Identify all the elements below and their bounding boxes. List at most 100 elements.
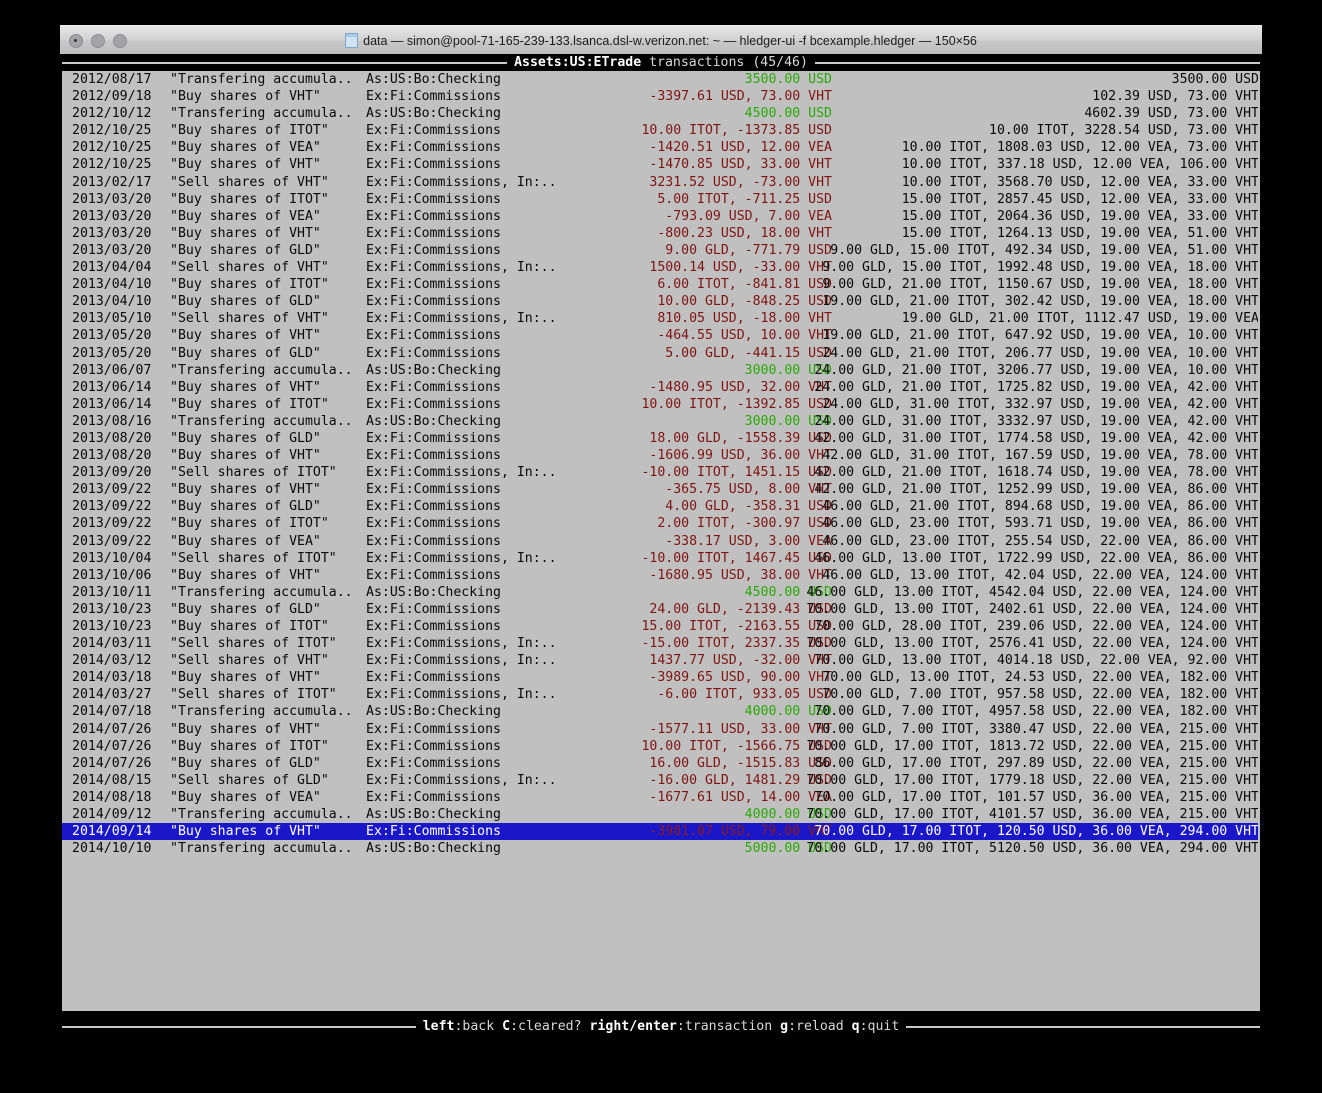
row-date: 2012/10/25 bbox=[72, 157, 152, 173]
row-date: 2014/03/12 bbox=[72, 653, 152, 669]
table-row[interactable]: 2013/10/23 "Buy shares of GLD" Ex:Fi:Commi… bbox=[62, 601, 1260, 618]
keybinding-separator: : bbox=[454, 1018, 463, 1034]
row-amount: 10.00 ITOT, -1566.75 USD bbox=[641, 738, 832, 754]
table-row[interactable]: 2013/04/10 "Buy shares of GLD" Ex:Fi:Commi… bbox=[62, 293, 1260, 310]
table-row[interactable]: 2012/10/12 "Transfering accumula.. As:US:B… bbox=[62, 105, 1260, 122]
transaction-list[interactable]: 2012/08/17 "Transfering accumula.. As:US:B… bbox=[62, 71, 1260, 1011]
table-row[interactable]: 2013/03/20 "Buy shares of ITOT" Ex:Fi:Comm… bbox=[62, 191, 1260, 208]
row-date: 2013/10/04 bbox=[72, 550, 152, 566]
table-row[interactable]: 2014/07/26 "Buy shares of VHT" Ex:Fi:Commi… bbox=[62, 721, 1260, 738]
zoom-button[interactable] bbox=[113, 33, 127, 48]
row-account: Ex:Fi:Commissions bbox=[366, 225, 501, 241]
row-account: As:US:Bo:Checking bbox=[366, 841, 501, 857]
table-row[interactable]: 2013/05/10 "Sell shares of VHT" Ex:Fi:Comm… bbox=[62, 310, 1260, 327]
table-row[interactable]: 2014/03/27 "Sell shares of ITOT" Ex:Fi:Com… bbox=[62, 686, 1260, 703]
row-amount: -1577.11 USD, 33.00 VHT bbox=[649, 721, 832, 737]
table-row[interactable]: 2013/09/22 "Buy shares of GLD" Ex:Fi:Commi… bbox=[62, 498, 1260, 515]
table-row[interactable]: 2014/03/11 "Sell shares of ITOT" Ex:Fi:Com… bbox=[62, 635, 1260, 652]
table-row[interactable]: 2013/08/20 "Buy shares of VHT" Ex:Fi:Commi… bbox=[62, 447, 1260, 464]
row-balance: 46.00 GLD, 13.00 ITOT, 1722.99 USD, 22.0… bbox=[814, 550, 1259, 566]
table-row[interactable]: 2013/09/20 "Sell shares of ITOT" Ex:Fi:Com… bbox=[62, 464, 1260, 481]
keybinding-key[interactable]: g bbox=[780, 1018, 789, 1034]
keybinding-key[interactable]: left bbox=[422, 1018, 455, 1034]
table-row[interactable]: 2013/09/22 "Buy shares of VEA" Ex:Fi:Commi… bbox=[62, 533, 1260, 550]
table-row[interactable]: 2013/04/04 "Sell shares of VHT" Ex:Fi:Comm… bbox=[62, 259, 1260, 276]
table-row[interactable]: 2013/02/17 "Sell shares of VHT" Ex:Fi:Comm… bbox=[62, 174, 1260, 191]
row-amount: -1420.51 USD, 12.00 VEA bbox=[649, 140, 832, 156]
table-row[interactable]: 2013/04/10 "Buy shares of ITOT" Ex:Fi:Comm… bbox=[62, 276, 1260, 293]
row-date: 2013/03/20 bbox=[72, 208, 152, 224]
table-row[interactable]: 2013/06/07 "Transfering accumula.. As:US:B… bbox=[62, 362, 1260, 379]
row-balance: 70.00 GLD, 13.00 ITOT, 2402.61 USD, 22.0… bbox=[806, 601, 1259, 617]
keybinding-separator: : bbox=[788, 1018, 797, 1034]
row-balance: 70.00 GLD, 17.00 ITOT, 5120.50 USD, 36.0… bbox=[806, 841, 1259, 857]
close-button[interactable] bbox=[69, 33, 83, 48]
table-row[interactable]: 2013/06/14 "Buy shares of ITOT" Ex:Fi:Comm… bbox=[62, 396, 1260, 413]
row-description: "Buy shares of VHT" bbox=[170, 448, 321, 464]
keybinding-space bbox=[844, 1019, 852, 1034]
keybinding-key[interactable]: right/enter bbox=[589, 1018, 677, 1034]
table-row[interactable]: 2013/05/20 "Buy shares of VHT" Ex:Fi:Commi… bbox=[62, 327, 1260, 344]
row-balance: 24.00 GLD, 31.00 ITOT, 332.97 USD, 19.00… bbox=[822, 396, 1259, 412]
row-balance: 70.00 GLD, 7.00 ITOT, 4957.58 USD, 22.00… bbox=[814, 704, 1259, 720]
row-account: Ex:Fi:Commissions bbox=[366, 379, 501, 395]
row-description: "Transfering accumula.. bbox=[170, 106, 353, 122]
table-row[interactable]: 2013/03/20 "Buy shares of VEA" Ex:Fi:Commi… bbox=[62, 208, 1260, 225]
table-row[interactable]: 2013/05/20 "Buy shares of GLD" Ex:Fi:Commi… bbox=[62, 345, 1260, 362]
table-row[interactable]: 2012/10/25 "Buy shares of VEA" Ex:Fi:Commi… bbox=[62, 139, 1260, 156]
row-account: Ex:Fi:Commissions bbox=[366, 191, 501, 207]
table-row[interactable]: 2014/09/14 "Buy shares of VHT" Ex:Fi:Commi… bbox=[62, 823, 1260, 841]
table-row[interactable]: 2012/10/25 "Buy shares of ITOT" Ex:Fi:Comm… bbox=[62, 122, 1260, 139]
row-account: Ex:Fi:Commissions bbox=[366, 533, 501, 549]
row-date: 2013/09/20 bbox=[72, 465, 152, 481]
table-row[interactable]: 2013/10/23 "Buy shares of ITOT" Ex:Fi:Comm… bbox=[62, 618, 1260, 635]
row-account: Ex:Fi:Commissions, In:.. bbox=[366, 311, 557, 327]
table-row[interactable]: 2014/10/10 "Transfering accumula.. As:US:B… bbox=[62, 840, 1260, 857]
table-row[interactable]: 2013/03/20 "Buy shares of VHT" Ex:Fi:Commi… bbox=[62, 225, 1260, 242]
table-row[interactable]: 2014/08/18 "Buy shares of VEA" Ex:Fi:Commi… bbox=[62, 789, 1260, 806]
table-row[interactable]: 2013/08/20 "Buy shares of GLD" Ex:Fi:Commi… bbox=[62, 430, 1260, 447]
header-rule-right bbox=[814, 61, 1260, 64]
table-row[interactable]: 2014/07/18 "Transfering accumula.. As:US:B… bbox=[62, 703, 1260, 720]
row-balance: 46.00 GLD, 21.00 ITOT, 894.68 USD, 19.00… bbox=[822, 499, 1259, 515]
table-row[interactable]: 2014/03/18 "Buy shares of VHT" Ex:Fi:Commi… bbox=[62, 669, 1260, 686]
row-amount: 1437.77 USD, -32.00 VHT bbox=[649, 653, 832, 669]
table-row[interactable]: 2014/07/26 "Buy shares of GLD" Ex:Fi:Commi… bbox=[62, 755, 1260, 772]
row-account: Ex:Fi:Commissions, In:.. bbox=[366, 636, 557, 652]
minimize-button[interactable] bbox=[91, 33, 105, 48]
table-row[interactable]: 2013/09/22 "Buy shares of VHT" Ex:Fi:Commi… bbox=[62, 481, 1260, 498]
table-row[interactable]: 2013/10/11 "Transfering accumula.. As:US:B… bbox=[62, 584, 1260, 601]
table-row[interactable]: 2013/03/20 "Buy shares of GLD" Ex:Fi:Commi… bbox=[62, 242, 1260, 259]
row-description: "Buy shares of VHT" bbox=[170, 379, 321, 395]
table-row[interactable]: 2014/08/15 "Sell shares of GLD" Ex:Fi:Comm… bbox=[62, 772, 1260, 789]
keybinding-key[interactable]: C bbox=[502, 1018, 511, 1034]
scroll-gutter[interactable] bbox=[1258, 71, 1260, 1011]
table-row[interactable]: 2014/09/12 "Transfering accumula.. As:US:B… bbox=[62, 806, 1260, 823]
table-row[interactable]: 2013/08/16 "Transfering accumula.. As:US:B… bbox=[62, 413, 1260, 430]
table-row[interactable]: 2013/10/04 "Sell shares of ITOT" Ex:Fi:Com… bbox=[62, 550, 1260, 567]
row-amount: 3500.00 USD bbox=[744, 72, 832, 87]
table-row[interactable]: 2014/07/26 "Buy shares of ITOT" Ex:Fi:Comm… bbox=[62, 738, 1260, 755]
row-amount: 9.00 GLD, -771.79 USD bbox=[665, 242, 832, 258]
keybinding-key[interactable]: q bbox=[851, 1018, 860, 1034]
row-balance: 70.00 GLD, 7.00 ITOT, 957.58 USD, 22.00 … bbox=[822, 687, 1259, 703]
row-account: Ex:Fi:Commissions bbox=[366, 140, 501, 156]
row-amount: -464.55 USD, 10.00 VHT bbox=[657, 328, 832, 344]
table-row[interactable]: 2013/06/14 "Buy shares of VHT" Ex:Fi:Commi… bbox=[62, 379, 1260, 396]
table-row[interactable]: 2013/10/06 "Buy shares of VHT" Ex:Fi:Commi… bbox=[62, 567, 1260, 584]
table-row[interactable]: 2012/09/18 "Buy shares of VHT" Ex:Fi:Commi… bbox=[62, 88, 1260, 105]
row-description: "Buy shares of ITOT" bbox=[170, 619, 329, 634]
row-description: "Sell shares of GLD" bbox=[170, 772, 329, 788]
row-description: "Sell shares of VHT" bbox=[170, 260, 329, 276]
row-balance: 46.00 GLD, 23.00 ITOT, 593.71 USD, 19.00… bbox=[822, 516, 1259, 532]
table-row[interactable]: 2012/08/17 "Transfering accumula.. As:US:B… bbox=[62, 71, 1260, 88]
row-description: "Sell shares of ITOT" bbox=[170, 465, 337, 481]
row-date: 2013/10/11 bbox=[72, 584, 152, 600]
table-row[interactable]: 2013/09/22 "Buy shares of ITOT" Ex:Fi:Comm… bbox=[62, 515, 1260, 532]
row-amount: -800.23 USD, 18.00 VHT bbox=[657, 225, 832, 241]
row-date: 2014/03/27 bbox=[72, 687, 152, 703]
table-row[interactable]: 2014/03/12 "Sell shares of VHT" Ex:Fi:Comm… bbox=[62, 652, 1260, 669]
row-description: "Buy shares of ITOT" bbox=[170, 738, 329, 754]
keybinding-action: quit bbox=[867, 1018, 900, 1034]
table-row[interactable]: 2012/10/25 "Buy shares of VHT" Ex:Fi:Commi… bbox=[62, 156, 1260, 173]
